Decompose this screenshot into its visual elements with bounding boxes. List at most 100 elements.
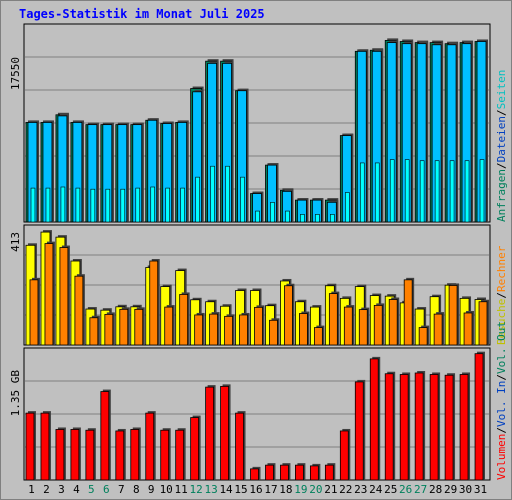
rechner-bar-day-10-face: [164, 306, 174, 346]
volumen-bar-day-14: [220, 384, 231, 481]
volumen-bar-day-20: [309, 463, 321, 481]
rechner-bar-day-19: [299, 311, 310, 346]
rechner-bar-day-14: [224, 314, 235, 346]
volumen-bar-day-20-face: [309, 465, 319, 481]
x-tick-label-day-26: 26: [399, 483, 412, 496]
seiten-bar-day-3: [60, 186, 66, 223]
rechner-bar-day-12: [194, 312, 205, 346]
legend-separator: /: [495, 162, 508, 169]
x-tick-label-day-10: 10: [160, 483, 173, 496]
rechner-bar-day-27: [418, 325, 430, 346]
rechner-bar-day-17: [269, 318, 280, 346]
volumen-bar-day-18: [280, 463, 291, 481]
x-tick-label-day-22: 22: [339, 483, 352, 496]
legend-entry-rechner: Rechner: [495, 245, 508, 292]
rechner-bar-day-18-face: [284, 285, 293, 346]
rechner-bar-day-28-face: [433, 313, 443, 346]
volumen-bar-day-13: [205, 385, 216, 481]
volumen-bar-day-26: [399, 372, 411, 481]
volumen-bar-day-26-face: [399, 374, 409, 481]
x-tick-label-day-5: 5: [88, 483, 95, 496]
rechner-bar-day-5-face: [89, 317, 99, 346]
x-tick-label-day-25: 25: [384, 483, 397, 496]
volumen-bar-day-30: [459, 372, 471, 481]
x-tick-label-day-30: 30: [459, 483, 472, 496]
x-tick-label-day-29: 29: [444, 483, 457, 496]
volumen-bar-day-19: [295, 463, 306, 481]
x-tick-label-day-20: 20: [309, 483, 322, 496]
seiten-bar-day-20: [315, 214, 320, 223]
volumen-bar-day-17: [265, 463, 276, 481]
volumen-bar-day-29: [444, 373, 456, 481]
volumen-bar-day-27-face: [414, 372, 424, 481]
y-max-label-visits: 413: [9, 232, 22, 252]
legend-separator: /: [495, 292, 508, 299]
rechner-bar-day-22-face: [343, 306, 353, 346]
seiten-bar-day-18: [285, 210, 290, 223]
rechner-bar-day-9: [149, 259, 160, 346]
rechner-bar-day-15-face: [239, 314, 248, 346]
volumen-bar-day-12-face: [190, 417, 200, 481]
rechner-bar-day-8-face: [134, 308, 144, 346]
x-tick-label-day-17: 17: [264, 483, 277, 496]
volumen-bar-day-2-face: [40, 412, 50, 481]
rechner-bar-day-13: [209, 312, 220, 346]
rechner-bar-day-16-face: [254, 306, 263, 346]
x-tick-label-day-6: 6: [103, 483, 110, 496]
rechner-bar-day-17-face: [269, 319, 278, 346]
rechner-bar-day-3: [59, 245, 70, 346]
rechner-bar-day-1-face: [29, 279, 39, 346]
volumen-bar-day-6: [100, 389, 111, 481]
seiten-bar-day-12: [195, 176, 200, 223]
rechner-bar-day-25-face: [388, 299, 398, 346]
rechner-bar-day-3-face: [59, 247, 69, 346]
rechner-bar-day-27-face: [418, 327, 428, 346]
seiten-bar-day-30: [464, 160, 470, 223]
seiten-bar-day-16: [255, 210, 260, 223]
volumen-bar-day-4: [70, 427, 81, 481]
seiten-bar-day-5: [90, 188, 96, 223]
volumen-bar-day-11: [175, 428, 186, 481]
x-tick-label-day-18: 18: [279, 483, 292, 496]
x-tick-label-day-23: 23: [354, 483, 367, 496]
rechner-bar-day-23: [358, 307, 370, 346]
rechner-bar-day-21-face: [328, 293, 338, 346]
seiten-bar-day-22: [345, 192, 350, 223]
volumen-bar-day-1: [25, 411, 36, 481]
legend-separator: /: [495, 427, 508, 434]
volumen-bar-day-24: [369, 356, 381, 481]
rechner-bar-day-4: [74, 274, 85, 346]
seiten-bar-day-13: [210, 165, 215, 223]
x-tick-label-day-19: 19: [294, 483, 307, 496]
rechner-bar-day-30: [463, 310, 475, 346]
x-tick-label-day-8: 8: [133, 483, 140, 496]
seiten-bar-day-21: [330, 214, 335, 223]
volumen-bar-day-16-face: [250, 468, 259, 481]
seiten-bar-day-10: [165, 187, 170, 223]
volumen-bar-day-8-face: [130, 429, 140, 481]
rechner-bar-day-22: [343, 305, 355, 346]
rechner-bar-day-14-face: [224, 315, 233, 346]
volumen-bar-day-25: [384, 371, 396, 481]
rechner-bar-day-7: [119, 307, 130, 346]
x-tick-label-day-15: 15: [234, 483, 247, 496]
x-tick-label-day-31: 31: [474, 483, 487, 496]
seiten-bar-day-19: [300, 214, 305, 223]
volumen-bar-day-31-face: [474, 353, 484, 481]
x-tick-label-day-3: 3: [58, 483, 65, 496]
rechner-bar-day-8: [134, 307, 145, 346]
volumen-bar-day-9-face: [145, 412, 155, 481]
x-tick-label-day-9: 9: [148, 483, 155, 496]
rechner-bar-day-26-face: [403, 279, 413, 346]
y-max-label-requests: 17550: [9, 57, 22, 90]
volumen-bar-day-18-face: [280, 464, 289, 481]
seiten-bar-day-1: [30, 187, 36, 223]
rechner-bar-day-20: [313, 325, 325, 346]
volumen-bar-day-7: [115, 428, 126, 481]
seiten-bar-day-17: [270, 202, 275, 223]
volumen-bar-day-19-face: [295, 464, 304, 481]
rechner-bar-day-29-face: [448, 285, 458, 346]
legend-volume: Volumen/Vol. In/Vol. Out: [495, 321, 508, 480]
seiten-bar-day-31: [479, 159, 485, 223]
